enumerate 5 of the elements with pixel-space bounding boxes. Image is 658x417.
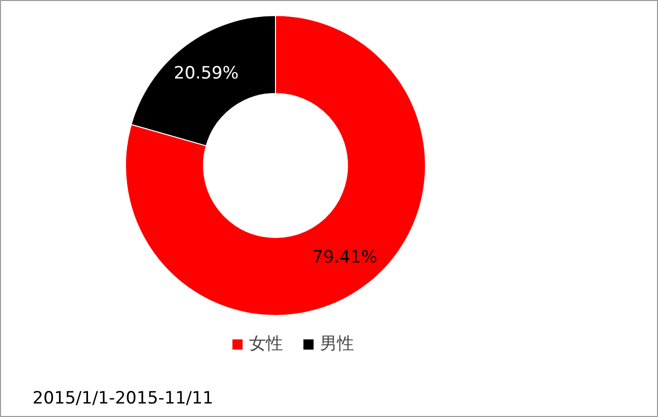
legend-label: 男性	[320, 333, 354, 355]
text: 2015/1/1-2015-11/11	[32, 388, 214, 408]
data-label: 79.41%	[312, 247, 378, 268]
legend-label: 女性	[249, 333, 283, 355]
data-label: 20.59%	[174, 64, 239, 84]
